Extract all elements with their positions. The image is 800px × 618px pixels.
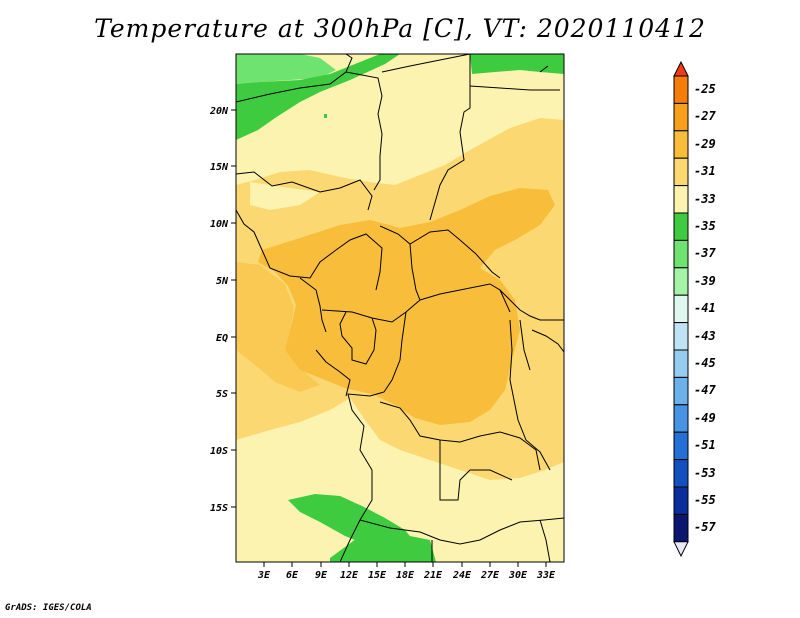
lon-label-15e: 15E <box>368 570 387 581</box>
colorbar-label: -25 <box>694 82 716 96</box>
grads-credit: GrADS: IGES/COLA <box>5 603 92 613</box>
lon-label-3e: 3E <box>257 570 271 581</box>
lon-label-30e: 30E <box>508 570 528 581</box>
colorbar-seg-7 <box>673 239 689 269</box>
lon-label-6e: 6E <box>286 570 299 581</box>
colorbar-seg-14 <box>673 431 689 461</box>
colorbar-label: -37 <box>694 246 716 260</box>
colorbar-top-arrow <box>673 60 689 77</box>
colorbar-label: -43 <box>694 329 716 343</box>
colorbar-seg-6 <box>673 212 689 241</box>
colorbar-label: -29 <box>694 137 716 151</box>
colorbar <box>673 60 689 558</box>
lon-ticks <box>263 562 547 567</box>
colorbar-seg-12 <box>673 376 689 406</box>
colorbar-label: -41 <box>694 301 716 315</box>
colorbar-seg-17 <box>673 513 689 543</box>
lat-label-eq: EQ <box>216 333 228 344</box>
colorbar-seg-8 <box>673 267 689 296</box>
colorbar-label: -51 <box>694 438 716 452</box>
colorbar-seg-10 <box>673 322 689 351</box>
colorbar-label: -55 <box>694 493 716 507</box>
colorbar-seg-11 <box>673 349 689 378</box>
lon-label-33e: 33E <box>536 570 556 581</box>
temperature-field <box>236 54 564 562</box>
colorbar-seg-13 <box>673 404 689 433</box>
colorbar-seg-5 <box>673 185 689 214</box>
lon-label-21e: 21E <box>423 570 443 581</box>
lat-label-5n: 5N <box>216 276 229 287</box>
lat-label-20n: 20N <box>209 106 229 117</box>
colorbar-label: -35 <box>694 219 716 233</box>
lat-label-15s: 15S <box>210 503 228 514</box>
colorbar-label: -57 <box>694 520 716 534</box>
lat-label-10s: 10S <box>210 446 228 457</box>
colorbar-label: -27 <box>694 109 716 123</box>
map-figure: 20N 15N 10N 5N EQ 5S 10S 15S 3E 6E 9E 12… <box>209 53 716 581</box>
lat-label-5s: 5S <box>216 389 228 400</box>
lon-label-24e: 24E <box>452 570 472 581</box>
map-frame <box>235 53 565 563</box>
colorbar-label: -31 <box>694 164 716 178</box>
lon-label-27e: 27E <box>480 570 500 581</box>
lat-label-15n: 15N <box>210 162 229 173</box>
colorbar-label: -53 <box>694 466 716 480</box>
colorbar-label: -33 <box>694 192 716 206</box>
lon-label-9e: 9E <box>315 570 328 581</box>
colorbar-bottom-arrow <box>673 541 689 558</box>
lat-ticks <box>231 109 236 508</box>
colorbar-seg-15 <box>673 459 689 488</box>
colorbar-label: -49 <box>694 411 716 425</box>
colorbar-label: -39 <box>694 274 716 288</box>
colorbar-seg-2 <box>673 102 689 132</box>
country-borders <box>236 54 564 562</box>
lon-label-18e: 18E <box>396 570 415 581</box>
colorbar-seg-4 <box>673 157 689 187</box>
colorbar-seg-9 <box>673 294 689 324</box>
chart-title: Temperature at 300hPa [C], VT: 202011041… <box>94 14 706 43</box>
colorbar-label: -45 <box>694 356 716 370</box>
colorbar-seg-3 <box>673 130 689 159</box>
lon-label-12e: 12E <box>340 570 359 581</box>
colorbar-label: -47 <box>694 383 716 397</box>
colorbar-seg-1 <box>673 75 689 104</box>
lat-label-10n: 10N <box>210 219 229 230</box>
colorbar-seg-16 <box>673 486 689 515</box>
